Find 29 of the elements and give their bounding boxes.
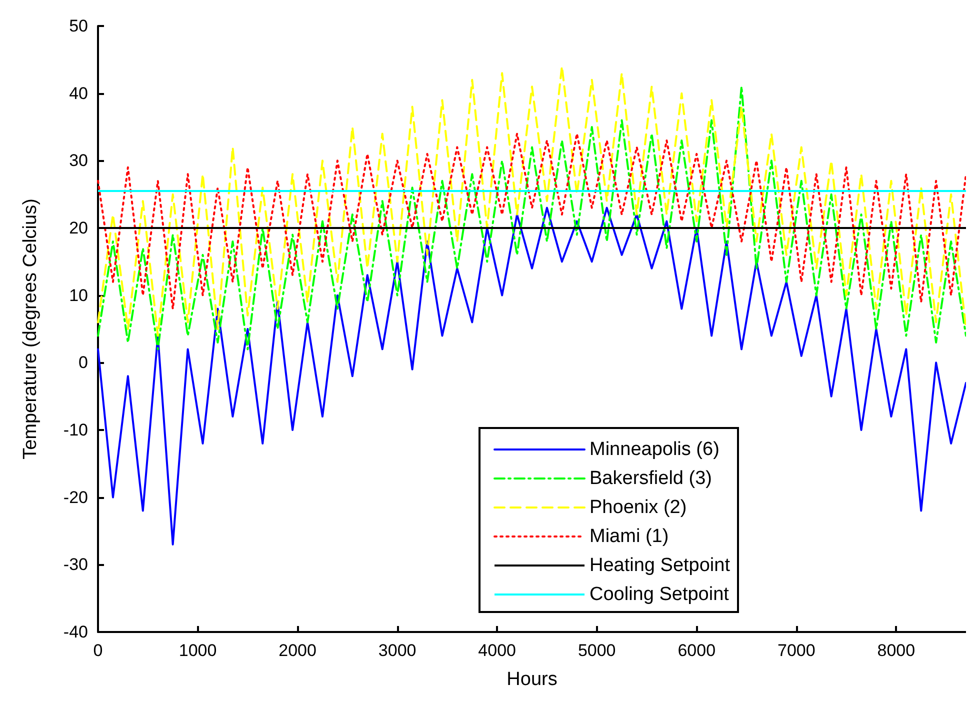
- x-tick-label: 6000: [678, 641, 716, 660]
- y-tick-label: -10: [63, 420, 88, 440]
- legend-label: Heating Setpoint: [590, 555, 731, 576]
- y-tick-label: 10: [69, 286, 88, 305]
- x-tick-label: 8000: [877, 641, 916, 660]
- y-tick-label: -20: [63, 488, 88, 507]
- x-tick-label: 3000: [378, 641, 416, 660]
- y-tick-label: 30: [69, 151, 88, 170]
- legend-label: Phoenix (2): [590, 497, 687, 518]
- y-tick-label: 20: [69, 218, 88, 238]
- x-tick-label: 2000: [278, 641, 316, 660]
- legend-label: Miami (1): [590, 526, 669, 547]
- line-series: [97, 132, 966, 310]
- x-tick-label: 7000: [777, 641, 816, 660]
- legend-label: Cooling Setpoint: [590, 584, 730, 605]
- x-tick-label: 4000: [478, 641, 516, 660]
- y-tick-label: -40: [63, 622, 88, 642]
- x-tick-label: 5000: [578, 641, 616, 660]
- x-tick-label: 0: [93, 641, 103, 660]
- x-tick-label: 1000: [178, 641, 217, 660]
- y-tick-label: 40: [69, 84, 88, 103]
- x-axis-title: Hours: [506, 669, 558, 690]
- legend-label: Minneapolis (6): [590, 439, 720, 460]
- line-series: [97, 206, 966, 546]
- y-tick-label: -30: [63, 555, 88, 574]
- y-tick-label: 0: [78, 353, 88, 372]
- legend-label: Bakersfield (3): [590, 468, 712, 489]
- y-axis-title: Temperature (degrees Celcius): [20, 198, 41, 460]
- y-tick-label: 50: [69, 16, 88, 36]
